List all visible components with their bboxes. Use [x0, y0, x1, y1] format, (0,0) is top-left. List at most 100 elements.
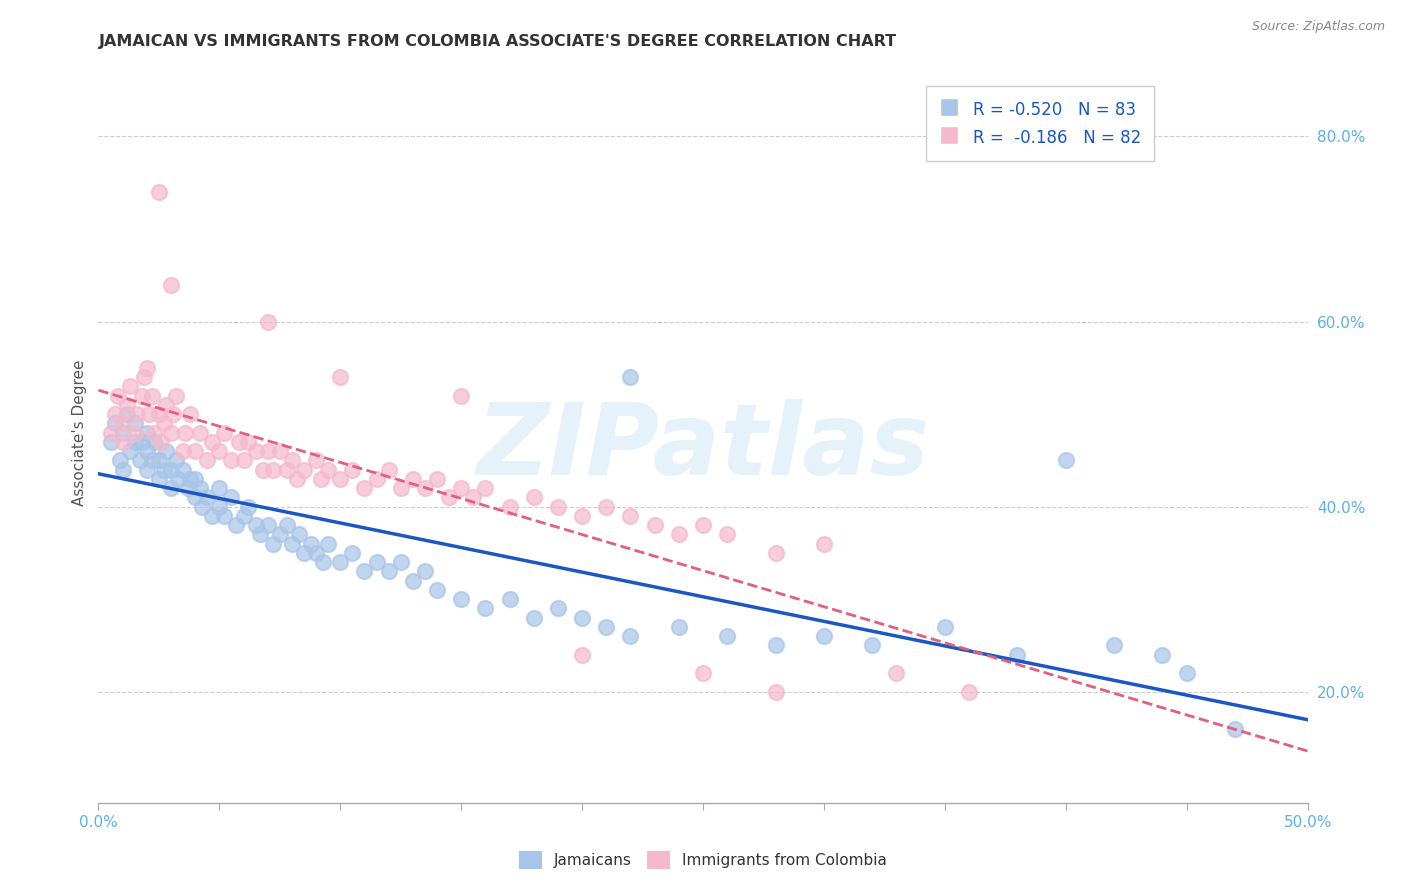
- Point: [1152, 648, 1174, 662]
- Point: [619, 370, 641, 384]
- Legend: Jamaicans, Immigrants from Colombia: Jamaicans, Immigrants from Colombia: [513, 845, 893, 875]
- Point: [329, 555, 352, 569]
- Point: [366, 555, 388, 569]
- Point: [281, 453, 304, 467]
- Point: [292, 462, 315, 476]
- Point: [281, 536, 304, 550]
- Point: [208, 444, 231, 458]
- Point: [1223, 722, 1246, 736]
- Point: [765, 546, 787, 560]
- Point: [141, 389, 163, 403]
- Point: [124, 425, 146, 440]
- Point: [437, 491, 460, 505]
- Point: [179, 472, 201, 486]
- Point: [108, 453, 131, 467]
- Point: [644, 518, 666, 533]
- Point: [886, 666, 908, 681]
- Point: [148, 185, 170, 199]
- Point: [252, 462, 274, 476]
- Point: [765, 685, 787, 699]
- Point: [288, 527, 311, 541]
- Point: [245, 444, 267, 458]
- Point: [104, 407, 127, 421]
- Point: [426, 582, 449, 597]
- Point: [172, 462, 194, 476]
- Point: [957, 685, 980, 699]
- Point: [276, 462, 298, 476]
- Point: [201, 434, 224, 449]
- Point: [195, 453, 218, 467]
- Point: [1102, 639, 1125, 653]
- Point: [668, 527, 690, 541]
- Point: [523, 491, 546, 505]
- Point: [225, 518, 247, 533]
- Point: [498, 592, 520, 607]
- Point: [523, 610, 546, 624]
- Y-axis label: Associate's Degree: Associate's Degree: [72, 359, 87, 506]
- Point: [1007, 648, 1029, 662]
- Point: [167, 472, 190, 486]
- Point: [152, 462, 174, 476]
- Point: [342, 546, 364, 560]
- Point: [329, 370, 352, 384]
- Point: [276, 518, 298, 533]
- Point: [1175, 666, 1198, 681]
- Point: [413, 565, 436, 579]
- Point: [107, 389, 129, 403]
- Point: [104, 417, 127, 431]
- Point: [212, 425, 235, 440]
- Point: [127, 407, 149, 421]
- Point: [138, 407, 160, 421]
- Point: [160, 462, 183, 476]
- Point: [221, 453, 243, 467]
- Point: [1054, 453, 1077, 467]
- Point: [377, 462, 399, 476]
- Point: [228, 434, 250, 449]
- Point: [155, 398, 177, 412]
- Point: [100, 425, 122, 440]
- Point: [188, 425, 211, 440]
- Point: [174, 425, 197, 440]
- Point: [160, 481, 183, 495]
- Point: [765, 639, 787, 653]
- Point: [450, 481, 472, 495]
- Point: [143, 425, 166, 440]
- Point: [450, 592, 472, 607]
- Point: [232, 453, 254, 467]
- Point: [474, 601, 496, 615]
- Point: [402, 574, 425, 588]
- Text: ZIPatlas: ZIPatlas: [477, 399, 929, 496]
- Point: [402, 472, 425, 486]
- Point: [299, 536, 322, 550]
- Point: [100, 434, 122, 449]
- Point: [571, 648, 593, 662]
- Point: [619, 508, 641, 523]
- Point: [118, 444, 141, 458]
- Point: [148, 407, 170, 421]
- Point: [692, 666, 714, 681]
- Point: [152, 417, 174, 431]
- Point: [212, 508, 235, 523]
- Point: [221, 491, 243, 505]
- Point: [172, 444, 194, 458]
- Point: [128, 453, 150, 467]
- Point: [692, 518, 714, 533]
- Point: [813, 536, 835, 550]
- Point: [342, 462, 364, 476]
- Point: [165, 389, 187, 403]
- Point: [571, 610, 593, 624]
- Point: [292, 546, 315, 560]
- Point: [124, 434, 146, 449]
- Point: [111, 462, 134, 476]
- Point: [135, 425, 157, 440]
- Point: [305, 546, 328, 560]
- Point: [256, 444, 278, 458]
- Point: [249, 527, 271, 541]
- Point: [716, 527, 738, 541]
- Point: [316, 462, 339, 476]
- Point: [160, 277, 183, 292]
- Point: [148, 453, 170, 467]
- Point: [547, 601, 569, 615]
- Point: [131, 434, 153, 449]
- Point: [256, 314, 278, 328]
